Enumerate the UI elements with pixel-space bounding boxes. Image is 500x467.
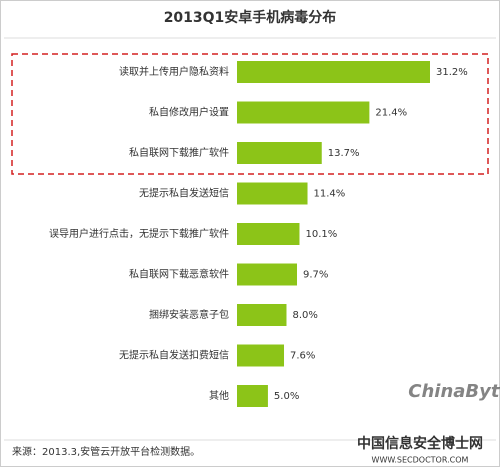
bar [237, 385, 268, 407]
category-label: 读取并上传用户隐私资料 [119, 65, 229, 78]
value-label: 13.7% [328, 148, 360, 159]
watermark: 中国信息安全博士网 [357, 435, 483, 452]
bar [237, 182, 308, 205]
bar [237, 304, 287, 326]
watermark: ChinaByte [408, 381, 500, 402]
bar [237, 101, 370, 124]
category-label: 私自联网下载推广软件 [129, 146, 229, 159]
category-label: 捆绑安装恶意子包 [149, 308, 229, 321]
highlight-box [11, 53, 489, 175]
value-label: 21.4% [375, 108, 407, 119]
bar [237, 142, 322, 164]
value-label: 7.6% [290, 351, 315, 362]
category-label: 私自联网下载恶意软件 [129, 268, 229, 281]
value-label: 5.0% [274, 391, 299, 402]
category-label: 私自修改用户设置 [149, 106, 229, 119]
category-label: 误导用户进行点击，无提示下载推广软件 [49, 227, 229, 240]
bar [237, 61, 430, 83]
source-note: 来源：2013.3,安管云开放平台检测数据。 [12, 445, 200, 458]
category-label: 其他 [209, 389, 229, 402]
value-label: 8.0% [292, 310, 317, 321]
category-label: 无提示私自发送扣费短信 [119, 349, 229, 362]
watermark: WWW.SECDOCTOR.COM [372, 456, 469, 465]
category-label: 无提示私自发送短信 [139, 187, 229, 200]
chart-title: 2013Q1安卓手机病毒分布 [164, 9, 337, 26]
bar [237, 223, 300, 245]
value-label: 10.1% [305, 229, 337, 240]
bar [237, 263, 298, 286]
value-label: 31.2% [436, 67, 468, 78]
bar [237, 344, 285, 367]
value-label: 11.4% [314, 189, 346, 200]
value-label: 9.7% [303, 270, 328, 281]
